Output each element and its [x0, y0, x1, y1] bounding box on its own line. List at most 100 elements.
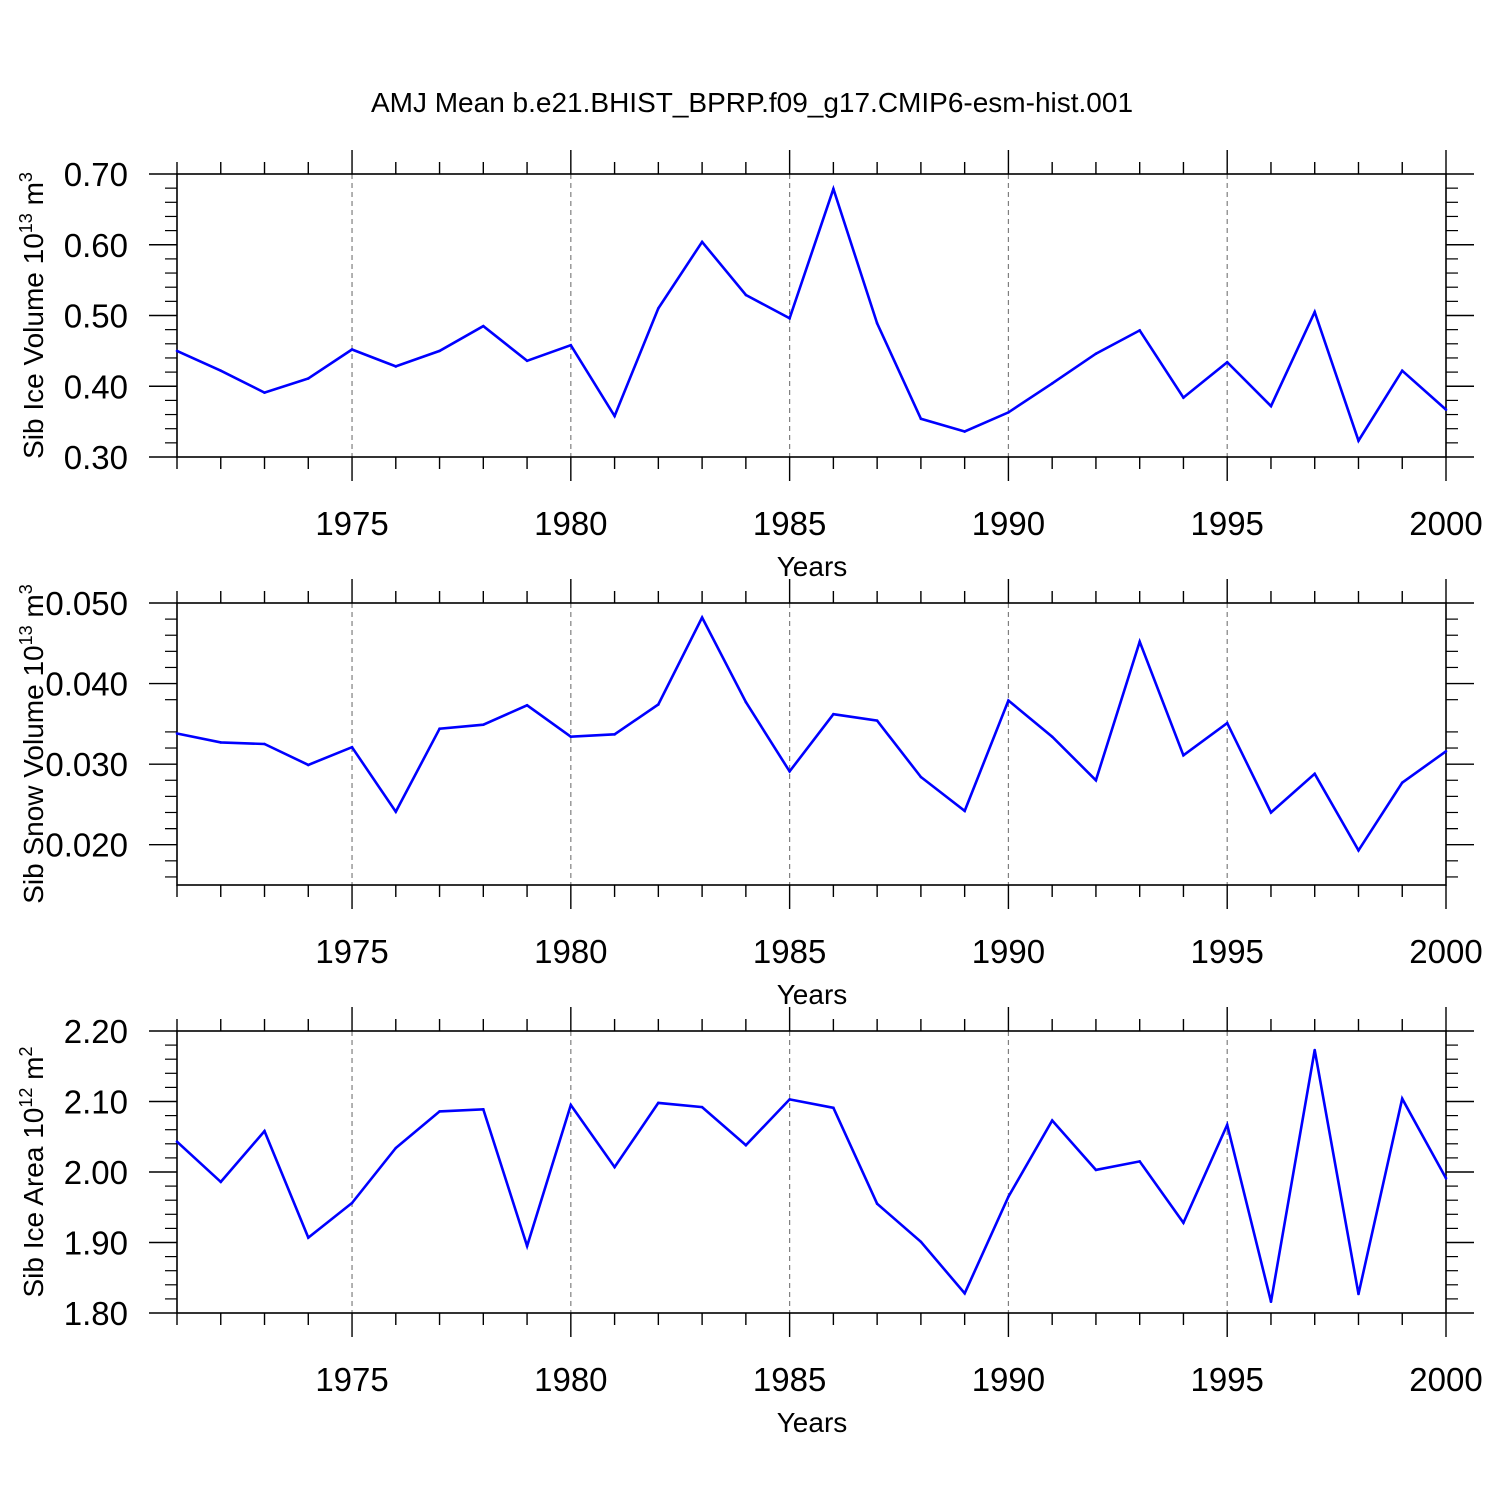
data-point	[1138, 640, 1141, 643]
data-point	[1182, 753, 1185, 757]
data-point	[1138, 329, 1141, 332]
x-tick-label: 1985	[753, 933, 826, 970]
y-tick-label: 0.40	[64, 368, 128, 405]
x-tick-label: 2000	[1409, 1361, 1482, 1398]
data-point	[744, 700, 748, 704]
data-point	[613, 733, 616, 736]
y-axis-title: Sib Ice Volume 1013 m3	[16, 172, 49, 459]
data-point	[569, 735, 573, 739]
data-point	[700, 616, 704, 619]
data-point	[875, 719, 879, 722]
data-point	[482, 723, 485, 726]
data-point	[263, 391, 266, 394]
data-point	[700, 1105, 704, 1109]
data-point	[919, 775, 923, 779]
data-point	[306, 763, 310, 767]
data-point	[1182, 1221, 1185, 1225]
x-tick-label: 1995	[1190, 505, 1263, 542]
data-point	[1400, 781, 1404, 784]
data-point	[438, 727, 441, 730]
x-axis-title: Years	[777, 1407, 848, 1438]
data-point	[525, 1244, 529, 1248]
data-point	[1313, 1048, 1317, 1052]
y-tick-label: 2.20	[64, 1013, 128, 1050]
data-point	[438, 349, 441, 353]
data-point	[394, 365, 398, 368]
panel-1: 0.30 0.40 0.50 0.60 0.70 1975 1980 1985 1990 1995…	[16, 150, 1483, 582]
data-point	[1400, 369, 1404, 372]
data-point	[219, 369, 223, 372]
series-line	[176, 614, 1447, 853]
data-point	[1357, 1292, 1360, 1296]
data-point	[1400, 1097, 1404, 1100]
data-point	[1050, 735, 1054, 739]
data-point	[875, 1202, 879, 1206]
data-point	[613, 1165, 616, 1169]
y-tick-label: 2.10	[64, 1084, 128, 1121]
data-point	[1138, 1160, 1141, 1163]
data-point	[438, 1110, 441, 1113]
data-point	[963, 809, 966, 813]
data-point	[1050, 382, 1054, 385]
data-point	[1444, 408, 1448, 411]
data-point	[1313, 772, 1317, 776]
data-point	[219, 741, 223, 744]
data-point	[613, 414, 616, 418]
data-point	[482, 324, 485, 328]
x-tick-label: 1980	[534, 1361, 607, 1398]
data-point	[350, 348, 354, 351]
data-point	[482, 1107, 485, 1111]
y-axis-title: Sib Snow Volume 1013 m3	[16, 584, 49, 904]
y-tick-label: 0.30	[64, 439, 128, 476]
data-point	[263, 1129, 266, 1133]
x-tick-label: 1980	[534, 933, 607, 970]
data-point	[306, 1236, 310, 1239]
data-point	[919, 1240, 923, 1244]
x-axis-title: Years	[777, 551, 848, 582]
data-point	[1357, 849, 1360, 852]
x-axis-title: Years	[777, 979, 848, 1010]
data-point	[175, 732, 179, 735]
x-tick-label: 1990	[972, 1361, 1045, 1398]
figure-title: AMJ Mean b.e21.BHIST_BPRP.f09_g17.CMIP6-…	[371, 87, 1133, 118]
series-line	[176, 1049, 1448, 1303]
x-tick-label: 1980	[534, 505, 607, 542]
x-tick-label: 1975	[315, 1361, 388, 1398]
data-point	[569, 343, 573, 347]
data-point	[1313, 310, 1317, 314]
series-line	[176, 184, 1447, 444]
data-point	[175, 1140, 179, 1143]
data-point	[700, 240, 704, 244]
data-point	[1269, 1300, 1273, 1304]
data-point	[1094, 1168, 1098, 1172]
panel-2: 0.020 0.030 0.040 0.050 1975 1980 1985 1990 1995…	[16, 579, 1483, 1010]
y-tick-label: 0.040	[45, 666, 128, 703]
data-point	[1357, 439, 1360, 443]
x-tick-label: 1990	[972, 505, 1045, 542]
data-point	[1225, 1123, 1229, 1127]
data-point	[175, 349, 179, 353]
data-point	[963, 430, 966, 433]
x-tick-label: 1985	[753, 1361, 826, 1398]
data-point	[525, 359, 529, 363]
x-tick-label: 2000	[1409, 505, 1482, 542]
x-tick-label: 1975	[315, 505, 388, 542]
y-tick-label: 0.020	[45, 827, 128, 864]
data-point	[1007, 411, 1010, 414]
data-point	[306, 377, 310, 380]
data-point	[350, 745, 354, 749]
data-point	[963, 1291, 966, 1295]
data-point	[657, 307, 660, 310]
data-point	[832, 187, 835, 191]
x-tick-label: 1990	[972, 933, 1045, 970]
panel-3: 1.80 1.90 2.00 2.10 2.20 1975 1980 1985 1990 1995…	[16, 1007, 1483, 1438]
y-tick-label: 0.60	[64, 227, 128, 264]
data-point	[1225, 360, 1229, 364]
data-point	[525, 704, 529, 707]
y-axis-title: Sib Ice Area 1012 m2	[16, 1046, 49, 1297]
y-tick-label: 0.70	[64, 156, 128, 193]
data-point	[1225, 721, 1229, 725]
data-point	[1269, 811, 1273, 814]
data-point	[657, 1101, 660, 1105]
